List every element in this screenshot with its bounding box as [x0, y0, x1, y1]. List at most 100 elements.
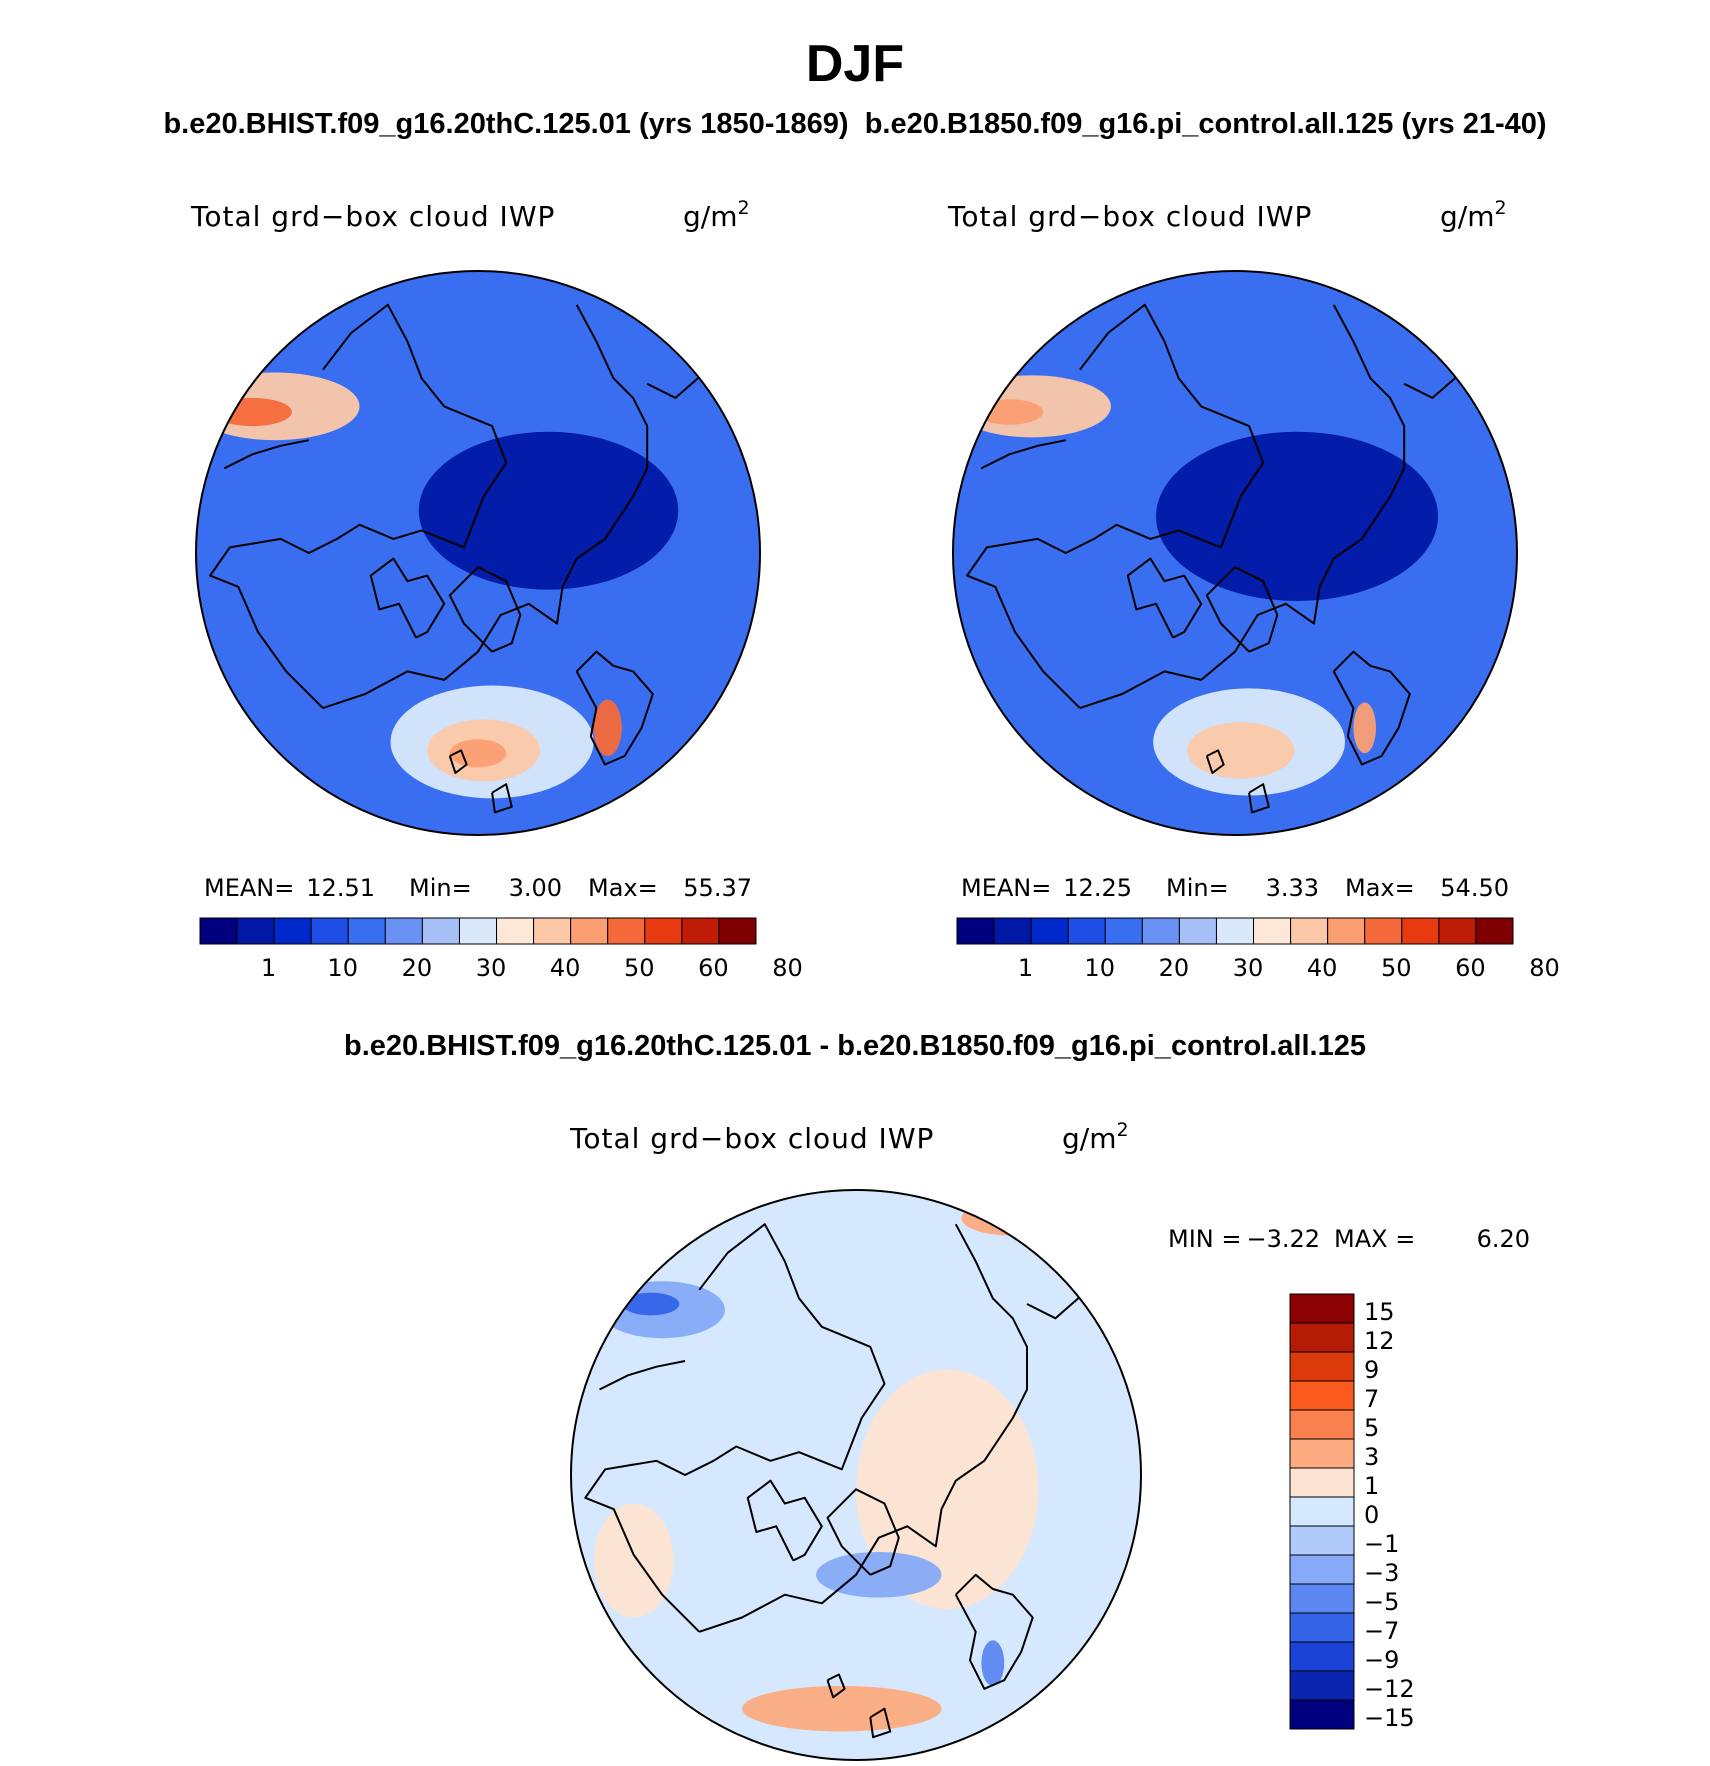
colorbar-swatch: [1475, 917, 1514, 945]
colorbar-swatch: [533, 917, 572, 945]
panel-title: Total grd−box cloud IWP: [190, 200, 555, 233]
colorbar-swatch: [1289, 1583, 1355, 1614]
contour-arctic-minimum: [1156, 431, 1439, 601]
colorbar-tick-label: −1: [1364, 1530, 1399, 1558]
map-field: [953, 271, 1517, 835]
case-header: b.e20.BHIST.f09_g16.20thC.125.01 (yrs 18…: [0, 108, 1710, 141]
colorbar-swatch: [1215, 917, 1255, 945]
colorbar-tick-label: 1: [261, 954, 276, 982]
colorbar-swatch: [310, 917, 349, 945]
colorbar-swatch: [273, 917, 312, 945]
map-boundary: [952, 270, 1518, 836]
colorbar-tick-label: −9: [1364, 1646, 1399, 1674]
colorbar-tick-label: 20: [1159, 954, 1190, 982]
colorbar-tick-label: 40: [550, 954, 581, 982]
colorbar-swatch: [1289, 1525, 1355, 1556]
colorbar-tick-label: −12: [1364, 1675, 1415, 1703]
colorbar-tick-label: 15: [1364, 1298, 1395, 1326]
page-title: DJF: [805, 35, 905, 93]
coastline-3: [954, 1573, 1034, 1690]
colorbar-tick-label: 40: [1307, 954, 1338, 982]
panel-units: g/m2: [683, 197, 750, 233]
colorbar-swatch: [1438, 917, 1477, 945]
map-field: [196, 271, 760, 835]
field-background: [571, 1190, 1141, 1760]
colorbar-swatch: [1289, 1380, 1355, 1411]
colorbar-swatch: [1289, 1293, 1355, 1324]
colorbar-swatch: [1253, 917, 1292, 945]
colorbar-tick-label: 3: [1364, 1443, 1379, 1471]
colorbar-swatch: [1289, 1554, 1355, 1585]
contour-pacific-core: [622, 1292, 680, 1316]
contour-siberia-decrease: [593, 1503, 674, 1618]
panel-title: Total grd−box cloud IWP: [947, 200, 1312, 233]
colorbar-swatch: [199, 917, 238, 945]
colorbar-swatch: [1289, 1351, 1355, 1382]
contour-pacific-core: [212, 397, 292, 427]
colorbar-tick-label: 0: [1364, 1501, 1379, 1529]
coastline-3: [1332, 650, 1411, 766]
colorbar-swatch: [1401, 917, 1440, 945]
colorbar-swatch: [236, 917, 275, 945]
map-panel-2: Total grd−box cloud IWP g/m2 MEAN= 12.25 Min…: [947, 197, 1560, 982]
colorbar-swatch: [1067, 917, 1106, 945]
panel-title: Total grd−box cloud IWP: [569, 1122, 934, 1155]
colorbar-swatch: [347, 917, 386, 945]
coastline-8: [448, 749, 468, 774]
min-label: Min=: [409, 874, 472, 902]
colorbar-swatch: [681, 917, 720, 945]
map-boundary: [570, 1189, 1142, 1761]
colorbar: 1 10 20 30 40 50 60 80: [956, 917, 1560, 982]
colorbar-swatch: [1364, 917, 1403, 945]
contour-norway-coast: [593, 699, 622, 757]
colorbar-tick-label: 80: [1529, 954, 1560, 982]
contour-atlantic-peak: [449, 739, 507, 768]
case-header-right: b.e20.B1850.f09_g16.pi_control.all.125 (…: [864, 108, 1547, 140]
colorbar-tick-label: 10: [327, 954, 358, 982]
max-label: MAX =: [1334, 1225, 1415, 1253]
colorbar-swatch: [1289, 1467, 1355, 1498]
colorbar-swatch: [570, 917, 609, 945]
mean-label: MEAN=: [204, 874, 294, 902]
colorbar-tick-label: 7: [1364, 1385, 1379, 1413]
contour-arctic-decrease: [856, 1369, 1039, 1609]
colorbar-tick-label: 5: [1364, 1414, 1379, 1442]
colorbar-tick-label: 80: [772, 954, 803, 982]
difference-header: b.e20.BHIST.f09_g16.20thC.125.01 - b.e20…: [344, 1030, 1366, 1062]
colorbar-swatch: [1289, 1641, 1355, 1672]
contour-norway-increase: [981, 1640, 1005, 1686]
colorbar-swatch: [1289, 1496, 1355, 1527]
colorbar-tick-label: 30: [1233, 954, 1264, 982]
colorbar-tick-label: 60: [1455, 954, 1486, 982]
colorbar-tick-label: −5: [1364, 1588, 1399, 1616]
mean-label: MEAN=: [961, 874, 1051, 902]
colorbar-swatch: [1289, 1670, 1355, 1701]
colorbar-swatch: [384, 917, 423, 945]
coastline-3: [575, 650, 654, 766]
colorbar: 1 10 20 30 40 50 60 80: [199, 917, 803, 982]
max-label: Max=: [588, 874, 658, 902]
colorbar-swatch: [607, 917, 646, 945]
coastline-7: [223, 439, 309, 470]
coastline-7: [980, 439, 1066, 470]
coastline-1: [698, 1223, 1028, 1633]
colorbar-tick-label: 50: [624, 954, 655, 982]
min-label: Min=: [1166, 874, 1229, 902]
contour-norway-coast: [1353, 702, 1376, 754]
coastline-9: [1248, 783, 1270, 814]
mean-value: 12.25: [1063, 874, 1132, 902]
case-header-left: b.e20.BHIST.f09_g16.20thC.125.01 (yrs 18…: [163, 108, 849, 140]
coastline-8: [826, 1673, 846, 1699]
coastline-4: [448, 566, 522, 653]
coastline-2: [584, 1223, 886, 1633]
colorbar-tick-label: 1: [1364, 1472, 1379, 1500]
colorbar-swatch: [1104, 917, 1143, 945]
contour-atlantic-core: [1187, 722, 1295, 779]
max-value: 54.50: [1440, 874, 1509, 902]
panel-units: g/m2: [1440, 197, 1507, 233]
colorbar-swatch: [1289, 1438, 1355, 1469]
coastline-2: [966, 303, 1265, 709]
coastline-5: [746, 1479, 823, 1562]
colorbar-tick-label: 12: [1364, 1327, 1395, 1355]
